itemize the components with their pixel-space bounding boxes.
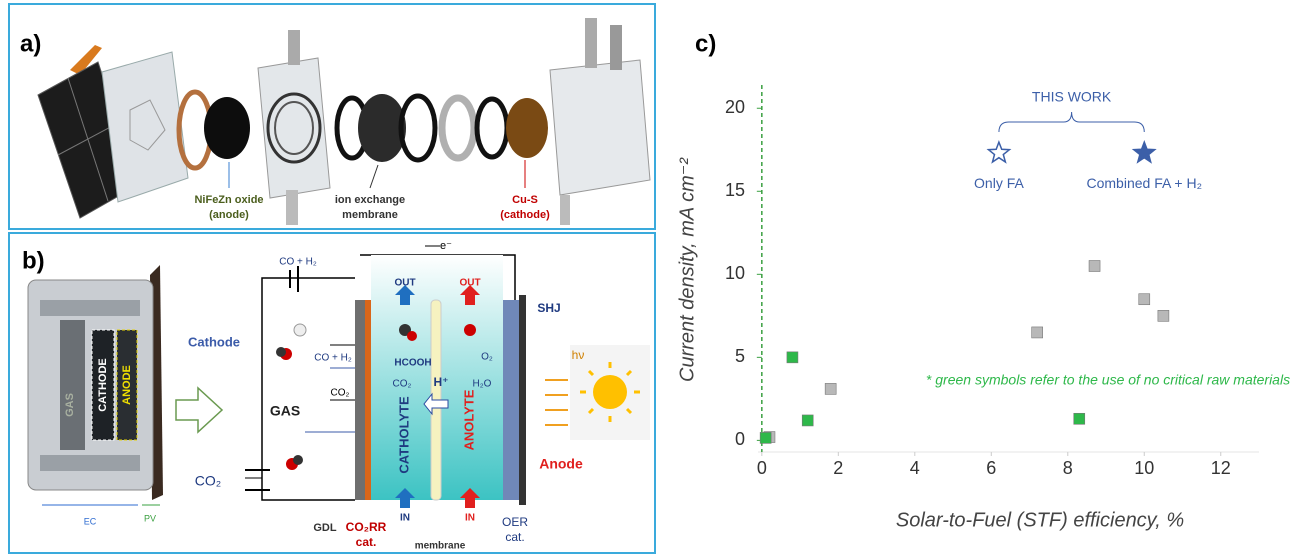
point <box>1158 310 1169 321</box>
diagram-label: H₂O <box>473 379 492 390</box>
diagram-label: CATHODE <box>97 358 109 412</box>
y-tick-label: 10 <box>725 263 745 283</box>
diagram-label: GAS <box>64 393 76 417</box>
x-tick-label: 0 <box>757 458 767 478</box>
point <box>802 415 813 426</box>
diagram-label: HCOOH <box>394 358 431 369</box>
diagram-label: e⁻ <box>440 240 452 252</box>
point <box>787 352 798 363</box>
diagram-label: O₂ <box>481 352 493 363</box>
diagram-label: IN <box>465 513 475 524</box>
diagram-label: OUT <box>459 278 480 289</box>
y-axis-title: Current density, mA cm⁻² <box>676 157 698 382</box>
callout-label: ion exchange <box>335 194 405 206</box>
diagram-label: CO₂ <box>195 473 221 489</box>
point <box>1139 294 1150 305</box>
diagram-label: cat. <box>505 530 524 544</box>
point <box>1089 261 1100 272</box>
panel-label: a) <box>20 30 41 57</box>
diagram-label: cat. <box>356 535 377 549</box>
y-tick-label: 20 <box>725 97 745 117</box>
diagram-label: hν <box>572 348 585 362</box>
diagram-label: OUT <box>394 278 415 289</box>
x-tick-label: 12 <box>1211 458 1231 478</box>
diagram-label: IN <box>400 513 410 524</box>
diagram-label: PV <box>144 513 156 523</box>
diagram-label: CO₂ <box>393 379 412 390</box>
figure: a) NiFeZn oxide (anode) ion exchange membran… <box>0 0 1307 556</box>
diagram-label: b) <box>22 247 45 274</box>
y-tick-label: 0 <box>735 429 745 449</box>
x-tick-label: 8 <box>1063 458 1073 478</box>
point <box>825 383 836 394</box>
diagram-label: CO + H₂ <box>314 353 352 364</box>
diagram-label: CATHOLYTE <box>396 396 411 474</box>
y-tick-label: 5 <box>735 346 745 366</box>
callout-label: (cathode) <box>500 209 550 221</box>
diagram-label: CO₂RR <box>346 520 387 534</box>
x-tick-label: 10 <box>1134 458 1154 478</box>
annotation: THIS WORK <box>1032 89 1112 105</box>
point-label: Combined FA + H₂ <box>1086 175 1202 191</box>
callout-label: membrane <box>342 209 398 221</box>
diagram-label: EC <box>84 516 97 526</box>
diagram-label: GDL <box>313 522 337 534</box>
point-label: Only FA <box>974 175 1024 191</box>
callout-label: Cu-S <box>512 194 538 206</box>
diagram-label: OER <box>502 515 528 529</box>
star-point <box>1134 142 1155 162</box>
callout-label: (anode) <box>209 209 249 221</box>
diagram-label: CO₂ <box>331 388 350 399</box>
panel-label: c) <box>695 30 716 57</box>
star-point <box>989 142 1010 162</box>
diagram-label: GAS <box>270 403 300 419</box>
x-tick-label: 6 <box>986 458 996 478</box>
brace <box>999 112 1144 132</box>
diagram-label: H⁺ <box>434 375 449 389</box>
y-tick-label: 15 <box>725 180 745 200</box>
point <box>760 432 771 443</box>
diagram-label: SHJ <box>537 301 560 315</box>
callout-label: NiFeZn oxide <box>194 194 263 206</box>
diagram-label: ANOLYTE <box>461 389 476 450</box>
x-axis-title: Solar-to-Fuel (STF) efficiency, % <box>896 509 1184 531</box>
diagram-label: membrane <box>415 541 466 552</box>
x-tick-label: 4 <box>910 458 920 478</box>
note: * green symbols refer to the use of no c… <box>926 372 1290 388</box>
point <box>1074 413 1085 424</box>
diagram-label: Anode <box>539 456 583 472</box>
diagram-label: ANODE <box>121 365 133 405</box>
diagram-label: Cathode <box>188 334 240 349</box>
panel-a <box>9 4 655 229</box>
diagram-label: CO + H₂ <box>279 257 317 268</box>
x-tick-label: 2 <box>833 458 843 478</box>
point <box>1032 327 1043 338</box>
